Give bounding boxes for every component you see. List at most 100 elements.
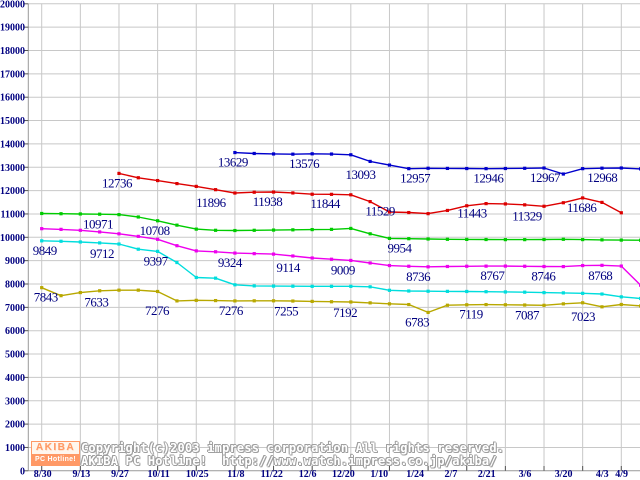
series-cyan-marker bbox=[465, 289, 469, 294]
series-magenta-marker bbox=[523, 264, 527, 268]
series-red-marker bbox=[407, 210, 411, 215]
series-green-marker bbox=[175, 223, 179, 227]
series-cyan-marker bbox=[542, 291, 546, 295]
series-magenta-marker bbox=[600, 263, 604, 267]
series-green-marker bbox=[291, 228, 295, 232]
series-red-marker bbox=[445, 208, 450, 213]
series-green-marker bbox=[368, 232, 372, 236]
y-tick-label: 3000 bbox=[5, 396, 25, 407]
series-blue-marker bbox=[271, 152, 276, 156]
series-olive-marker bbox=[465, 303, 469, 307]
y-tick-label: 8000 bbox=[5, 280, 25, 291]
series-olive-marker bbox=[156, 289, 160, 294]
series-blue-marker bbox=[252, 151, 256, 156]
series-blue-marker bbox=[542, 166, 546, 170]
series-cyan-marker bbox=[233, 283, 237, 287]
y-tick-label: 7000 bbox=[5, 303, 25, 314]
series-red-value-label: 11529 bbox=[365, 204, 395, 219]
series-cyan-line bbox=[41, 240, 640, 300]
series-red-value-label: 11443 bbox=[457, 206, 487, 221]
y-tick-label: 12000 bbox=[0, 186, 25, 197]
series-olive-marker bbox=[194, 298, 198, 302]
series-cyan-marker bbox=[117, 242, 121, 246]
y-tick-label: 4000 bbox=[5, 373, 25, 384]
akiba-logo: AKIBA PC Hotline! bbox=[31, 441, 80, 466]
series-red-marker bbox=[619, 211, 623, 215]
series-magenta-marker bbox=[387, 263, 392, 268]
series-green-marker bbox=[619, 238, 623, 242]
series-cyan-value-label: 9849 bbox=[33, 243, 57, 258]
series-magenta-marker bbox=[465, 264, 469, 268]
series-cyan-marker bbox=[310, 284, 314, 288]
series-cyan-marker bbox=[619, 295, 623, 299]
series-olive-marker bbox=[78, 290, 82, 295]
series-blue-value-label: 12967 bbox=[530, 170, 561, 185]
series-red-marker bbox=[194, 184, 198, 188]
series-blue-marker bbox=[465, 166, 469, 171]
series-cyan-marker bbox=[600, 292, 604, 296]
series-red-marker bbox=[368, 199, 372, 204]
series-blue-marker bbox=[523, 166, 527, 170]
series-red-marker bbox=[542, 204, 546, 208]
series-magenta-marker bbox=[561, 264, 565, 269]
series-blue-marker bbox=[349, 153, 353, 157]
series-red-marker bbox=[252, 190, 256, 194]
y-tick-label: 17000 bbox=[0, 69, 25, 80]
series-blue-marker bbox=[310, 152, 314, 156]
series-red-value-label: 11686 bbox=[567, 200, 598, 215]
series-green-marker bbox=[503, 238, 507, 242]
series-magenta-marker bbox=[233, 251, 237, 255]
y-tick-label: 19000 bbox=[0, 23, 25, 34]
series-cyan-marker bbox=[561, 291, 565, 295]
y-tick-label: 6000 bbox=[5, 326, 25, 337]
series-blue-marker bbox=[291, 152, 295, 156]
series-blue-marker bbox=[581, 167, 585, 171]
series-green-marker bbox=[156, 219, 160, 223]
series-green-marker bbox=[98, 212, 102, 216]
series-cyan-marker bbox=[78, 240, 82, 244]
series-blue-marker bbox=[407, 167, 411, 171]
series-cyan-value-label: 9397 bbox=[144, 253, 169, 268]
x-tick-label: 1/10 bbox=[370, 469, 388, 480]
series-blue-marker bbox=[387, 163, 392, 167]
series-red-marker bbox=[329, 192, 334, 196]
series-cyan-marker bbox=[407, 289, 411, 293]
series-magenta-marker bbox=[252, 252, 256, 256]
series-olive-marker bbox=[175, 299, 179, 303]
series-blue-marker bbox=[368, 159, 372, 164]
series-olive-marker bbox=[368, 301, 372, 305]
series-blue-line bbox=[234, 151, 640, 175]
series-cyan-marker bbox=[213, 276, 218, 280]
series-magenta-marker bbox=[194, 249, 198, 253]
series-magenta-marker bbox=[581, 263, 585, 268]
series-magenta-marker bbox=[156, 237, 160, 241]
series-olive-value-label: 7843 bbox=[34, 290, 58, 305]
series-magenta-value-label: 8736 bbox=[406, 269, 431, 284]
x-tick-label: 11/8 bbox=[227, 469, 244, 480]
series-red-marker bbox=[156, 178, 160, 183]
series-red-marker bbox=[117, 171, 121, 176]
series-olive-marker bbox=[407, 302, 411, 307]
copyright-line-1: Copyright(c)2003 impress corporation All… bbox=[81, 441, 505, 455]
series-red-marker bbox=[561, 201, 565, 205]
x-tick-label: 11/22 bbox=[261, 469, 283, 480]
series-magenta-marker bbox=[484, 264, 488, 268]
series-red-marker bbox=[387, 210, 392, 214]
series-green-value-label: 9954 bbox=[387, 240, 412, 255]
series-cyan-marker bbox=[59, 239, 63, 243]
series-green-marker bbox=[233, 228, 237, 233]
y-tick-label: 10000 bbox=[0, 233, 25, 244]
series-green-marker bbox=[561, 237, 565, 241]
series-magenta-marker bbox=[136, 234, 140, 238]
series-magenta-marker bbox=[175, 244, 179, 248]
series-olive-marker bbox=[542, 303, 546, 307]
series-blue-value-label: 12946 bbox=[473, 171, 504, 186]
series-cyan-marker bbox=[387, 288, 392, 292]
series-red-marker bbox=[523, 203, 527, 207]
series-green-marker bbox=[581, 237, 585, 242]
series-olive-value-label: 7087 bbox=[515, 307, 540, 322]
series-olive-marker bbox=[271, 299, 276, 303]
series-olive-marker bbox=[252, 299, 256, 303]
series-red-marker bbox=[600, 200, 604, 204]
series-cyan-marker bbox=[156, 249, 160, 253]
